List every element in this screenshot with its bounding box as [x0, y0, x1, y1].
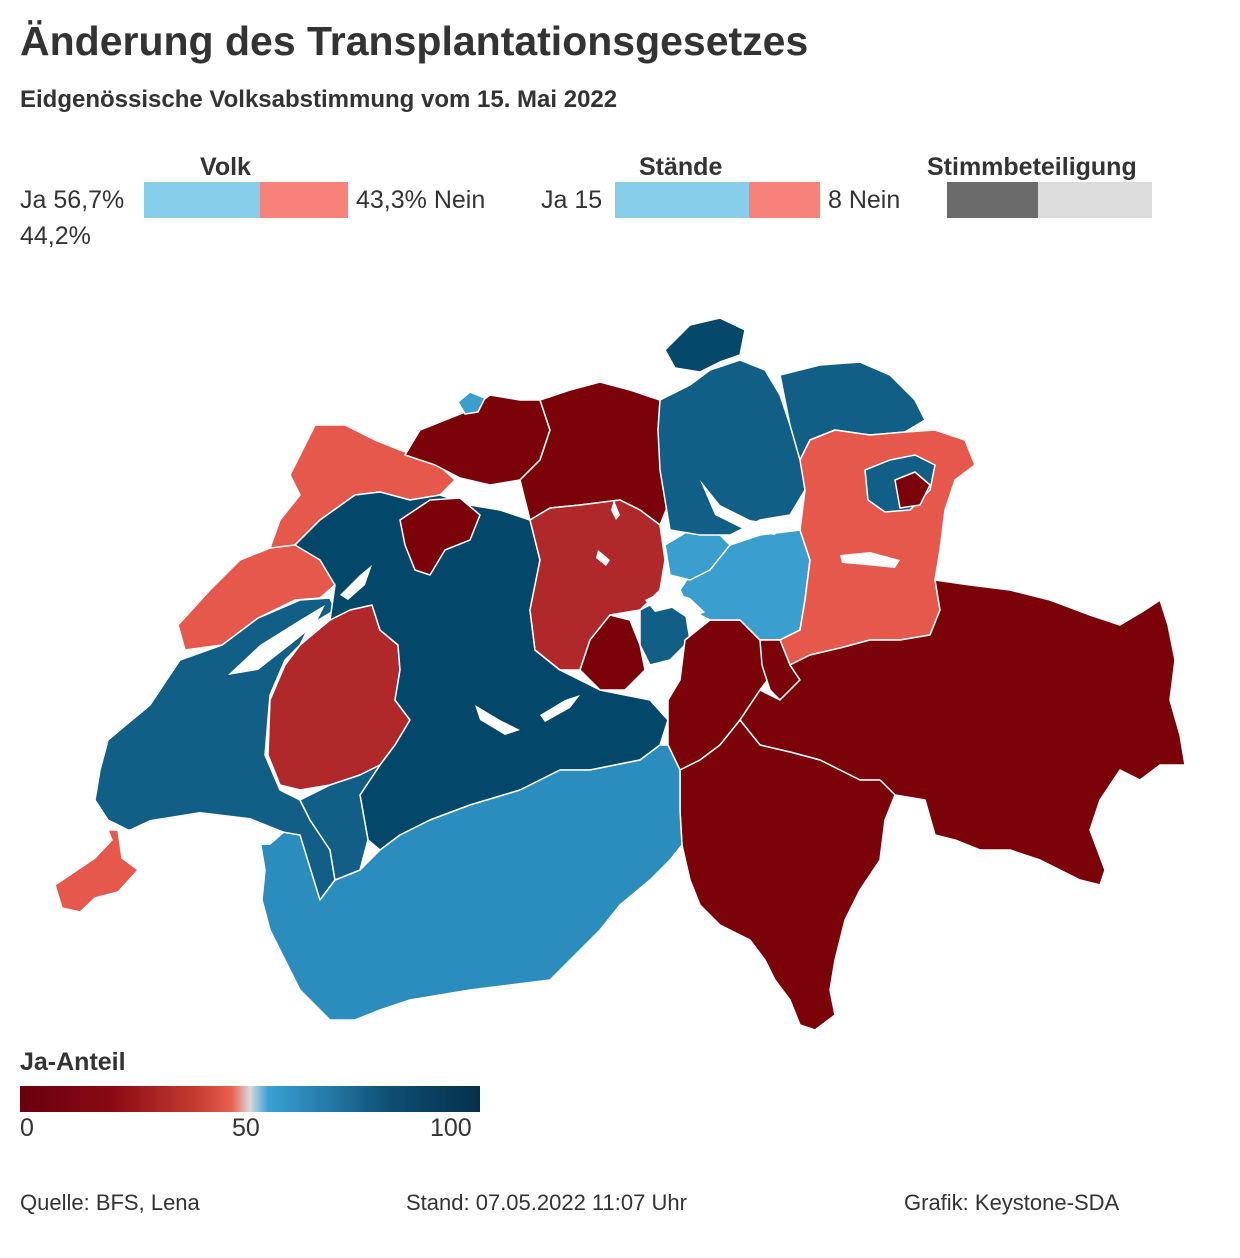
volk-yes-segment — [144, 182, 260, 218]
region-appenzell-inner — [894, 471, 931, 509]
staende-yes-segment — [615, 182, 749, 218]
volk-title: Volk — [200, 153, 251, 181]
staende-yes-label: Ja 15 — [541, 186, 603, 214]
lakes — [118, 480, 900, 848]
legend-color-scale — [20, 1086, 480, 1112]
legend-tick-100: 100 — [430, 1114, 472, 1142]
lake-baldegg — [611, 500, 620, 520]
staende-no-segment — [748, 182, 820, 218]
region-solothurn — [399, 497, 481, 576]
legend-title: Ja-Anteil — [20, 1048, 126, 1076]
turnout-rest-segment — [1037, 182, 1152, 218]
region-basel-city — [457, 391, 486, 415]
lake-zurich — [700, 480, 780, 535]
region-schaffhausen — [664, 317, 746, 373]
lake-brienz — [540, 695, 580, 722]
chart-subtitle: Eidgenössische Volksabstimmung vom 15. M… — [20, 86, 618, 113]
staende-result-bar — [615, 182, 820, 218]
region-vaud-south — [299, 764, 381, 881]
lake-geneva — [118, 812, 285, 848]
legend-tick-0: 0 — [20, 1114, 34, 1142]
volk-no-label: 43,3% Nein — [356, 186, 486, 214]
lake-thun — [475, 705, 520, 735]
turnout-fill-segment — [947, 182, 1038, 218]
timestamp-note: Stand: 07.05.2022 11:07 Uhr — [406, 1190, 687, 1215]
staende-no-label: 8 Nein — [828, 186, 901, 214]
region-valais — [259, 744, 683, 1021]
turnout-title: Stimmbeteiligung — [927, 153, 1137, 181]
lake-sempach — [596, 550, 610, 566]
volk-yes-label: Ja 56,7% — [20, 186, 125, 214]
staende-title: Stände — [639, 153, 723, 181]
turnout-bar — [947, 182, 1152, 218]
credit-note: Grafik: Keystone-SDA — [904, 1190, 1120, 1215]
volk-no-segment — [259, 182, 348, 218]
source-note: Quelle: BFS, Lena — [20, 1190, 200, 1215]
lake-neuchatel — [228, 605, 325, 675]
switzerland-canton-map — [54, 317, 1186, 1031]
lake-lucerne — [645, 590, 705, 620]
lake-biel — [340, 565, 372, 600]
volk-result-bar — [144, 182, 348, 218]
region-zurich — [657, 359, 806, 536]
chart-title: Änderung des Transplantationsgesetzes — [20, 18, 809, 64]
lake-walensee — [840, 552, 900, 568]
region-geneva — [54, 829, 139, 913]
legend-tick-50: 50 — [232, 1114, 260, 1142]
region-ticino — [679, 719, 896, 1031]
turnout-value: 44,2% — [20, 222, 91, 250]
